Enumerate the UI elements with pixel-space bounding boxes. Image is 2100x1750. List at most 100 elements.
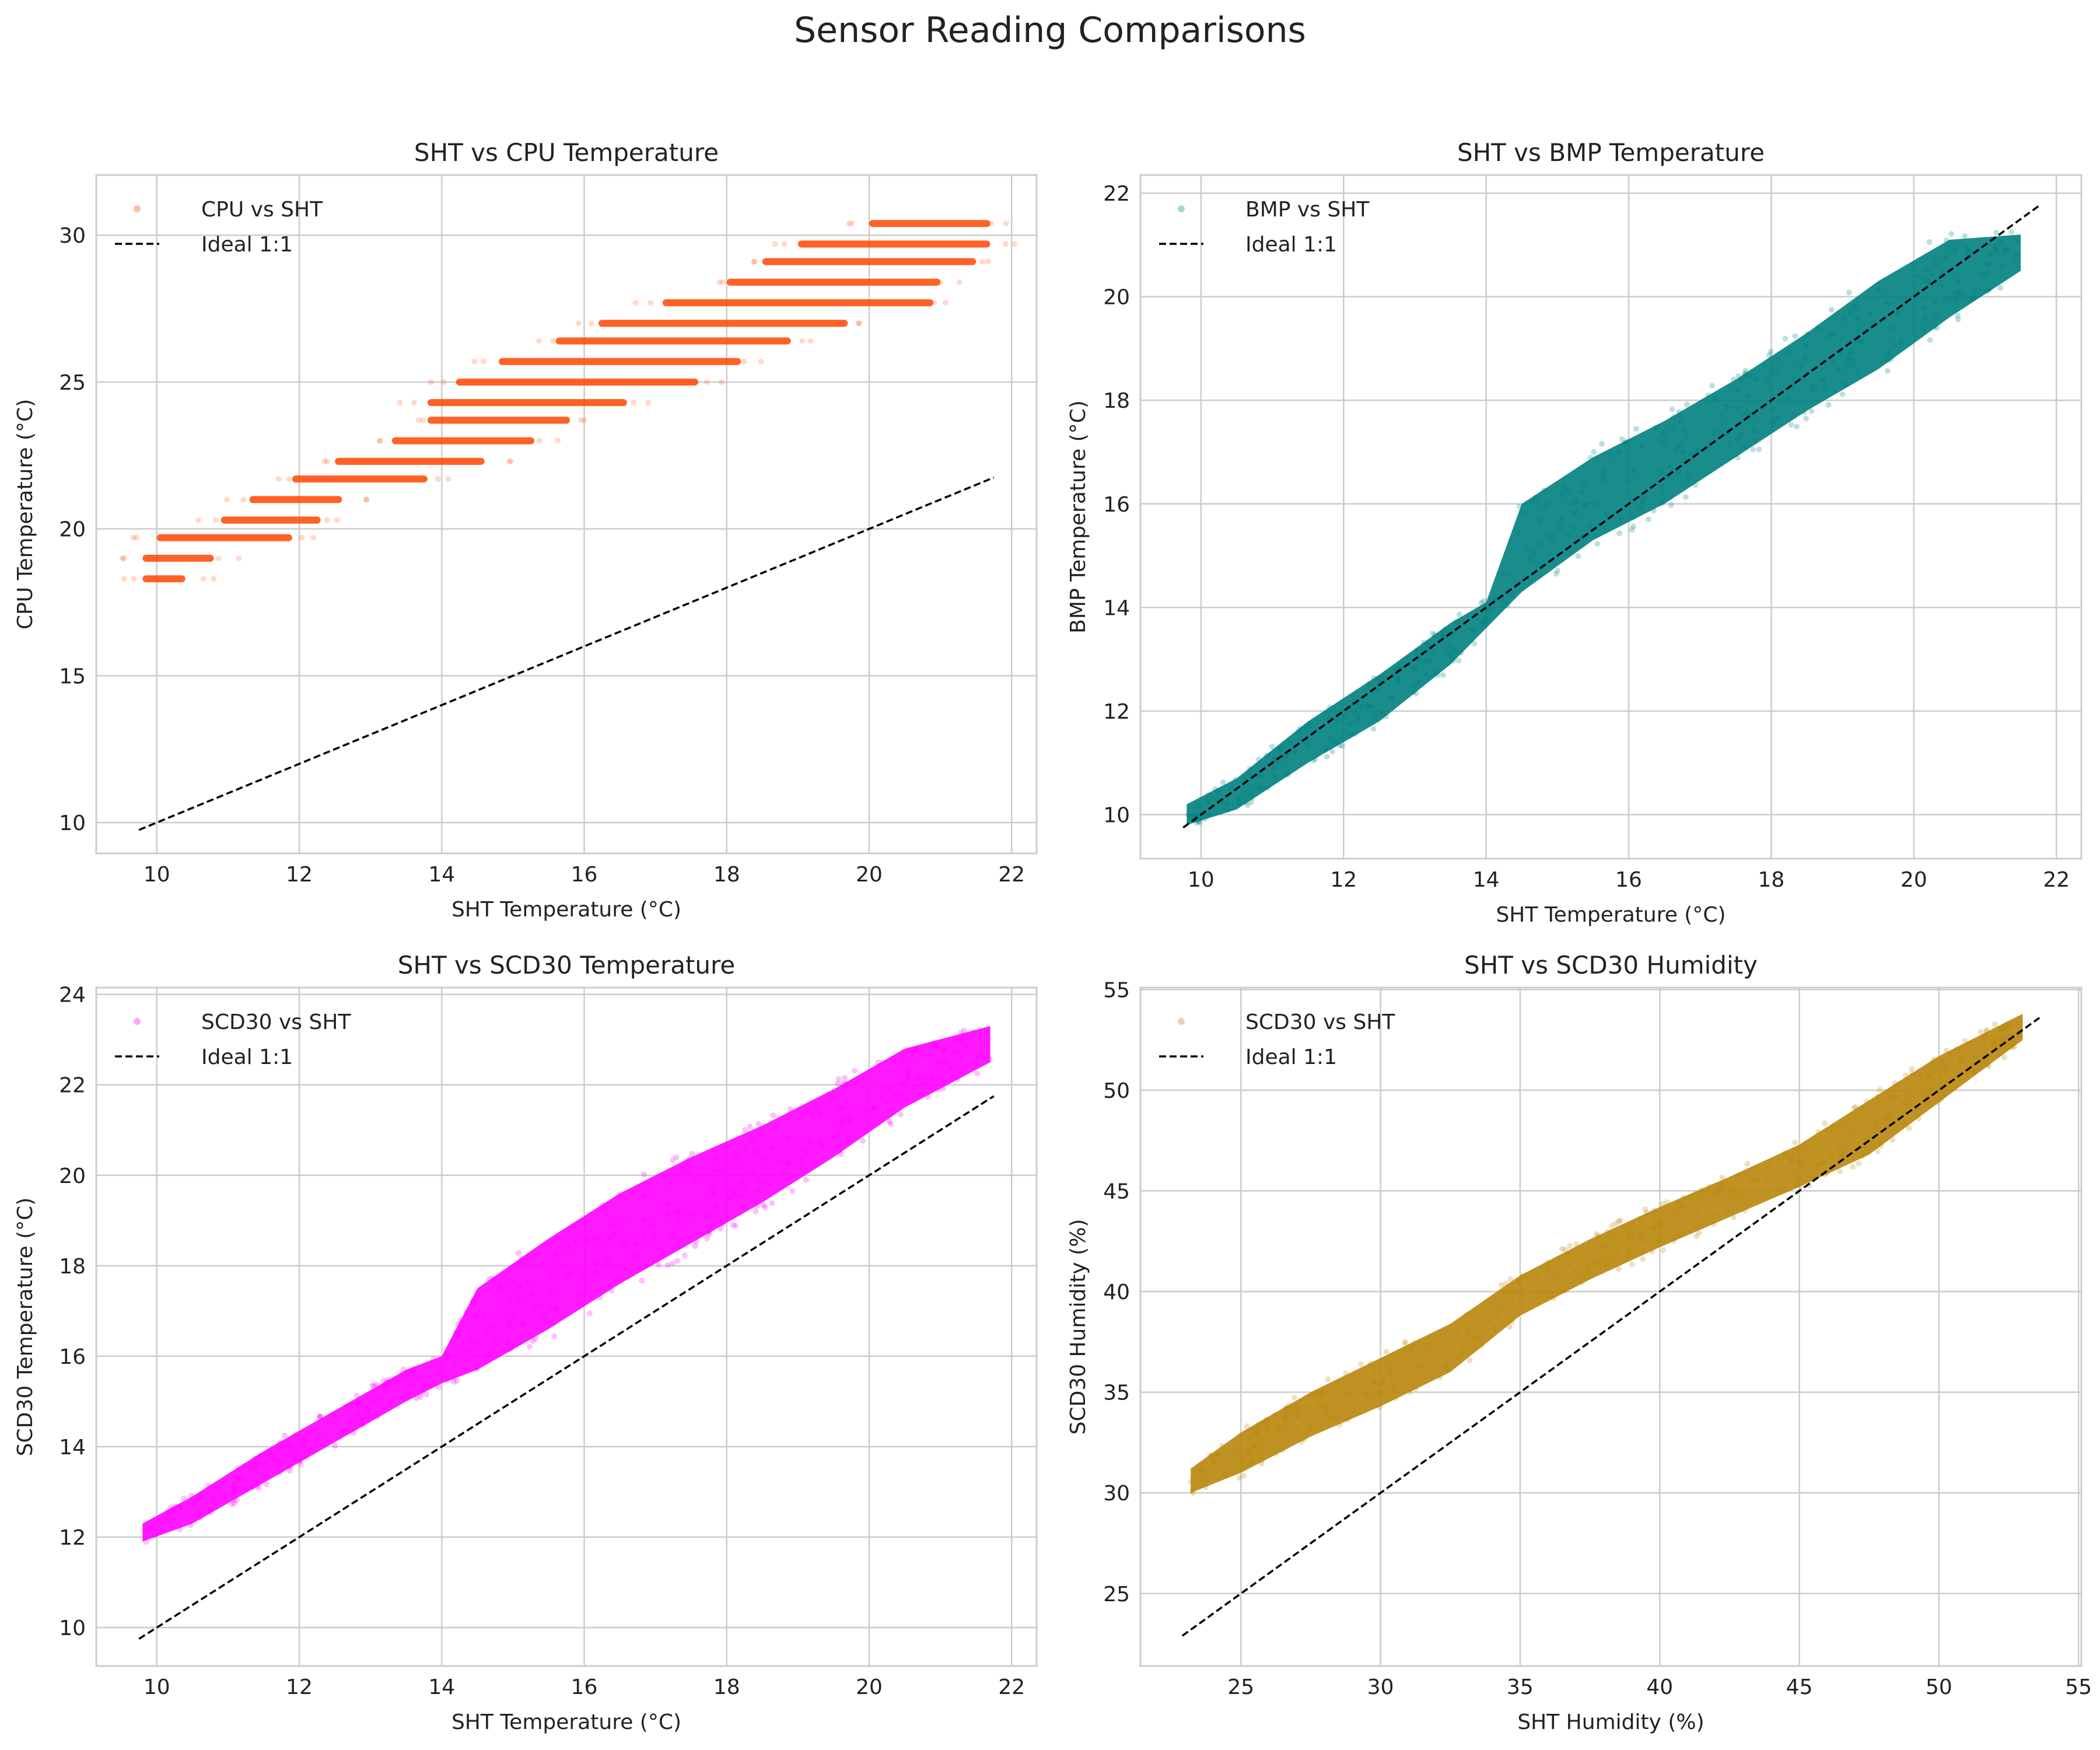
scatter-point: [1955, 316, 1961, 323]
scatter-point: [1752, 1177, 1759, 1183]
scatter-point: [1738, 377, 1745, 384]
scatter-point: [548, 1290, 554, 1297]
scatter-point: [1931, 324, 1937, 330]
scatter-point: [1295, 1425, 1301, 1432]
scatter-point: [665, 1212, 671, 1218]
scatter-point: [1366, 681, 1372, 687]
scatter-point: [611, 1231, 617, 1238]
scatter-point: [781, 241, 788, 247]
scatter-point: [1609, 1258, 1616, 1264]
scatter-point: [1306, 1421, 1312, 1427]
scatter-point: [1756, 446, 1762, 453]
scatter-point: [835, 1129, 841, 1136]
scatter-point: [1710, 430, 1717, 436]
scatter-point: [1987, 262, 1993, 268]
scatter-point: [229, 1501, 235, 1507]
scatter-point: [1664, 1199, 1670, 1205]
scatter-point: [359, 1416, 365, 1423]
scatter-point: [1258, 1438, 1264, 1444]
y-tick-label: 10: [59, 1616, 86, 1640]
scatter-point: [1345, 1391, 1351, 1398]
scatter-point: [1265, 1427, 1272, 1433]
scatter-point: [1681, 456, 1687, 462]
scatter-point: [1398, 1373, 1405, 1380]
scatter-point: [1460, 1346, 1466, 1353]
scatter-point: [1392, 1395, 1399, 1401]
scatter-point: [1194, 1466, 1200, 1472]
scatter-point: [1550, 1295, 1557, 1301]
scatter-point: [377, 438, 383, 444]
scatter-point: [1522, 545, 1529, 551]
scatter-point: [909, 1053, 915, 1059]
scatter-point: [510, 1314, 516, 1320]
scatter-point: [236, 555, 242, 562]
scatter-point: [1294, 1413, 1301, 1420]
scatter-point: [365, 1407, 371, 1413]
y-tick-label: 25: [59, 371, 86, 395]
scatter-point: [1968, 295, 1975, 302]
scatter-point: [929, 1077, 936, 1083]
scatter-point: [709, 1188, 716, 1194]
scatter-point: [1653, 1224, 1660, 1230]
scatter-point: [1929, 1060, 1936, 1066]
scatter-point: [167, 1504, 174, 1511]
scatter-point: [1615, 1266, 1622, 1272]
scatter-point: [1509, 1318, 1516, 1325]
scatter-point: [916, 1084, 922, 1090]
scatter-point: [616, 1191, 622, 1198]
scatter-point: [356, 1402, 363, 1408]
scatter-point: [1442, 1363, 1448, 1369]
scatter-point: [1750, 412, 1756, 419]
y-tick-label: 45: [1103, 1180, 1130, 1204]
scatter-point: [1244, 802, 1251, 808]
scatter-point: [1356, 702, 1362, 709]
scatter-point: [986, 1056, 993, 1062]
scatter-point: [1740, 411, 1746, 417]
scatter-point: [1620, 1241, 1627, 1247]
scatter-point: [170, 1507, 177, 1514]
scatter-point: [1293, 1405, 1300, 1411]
scatter-point: [1431, 1367, 1437, 1373]
scatter-point: [413, 1395, 419, 1401]
scatter-point: [397, 400, 403, 406]
scatter-point: [1638, 1233, 1644, 1240]
scatter-point: [565, 1245, 572, 1251]
scatter-point: [1636, 1237, 1643, 1243]
scatter-point: [1536, 540, 1543, 547]
scatter-point: [1573, 498, 1580, 504]
scatter-point: [1205, 800, 1212, 806]
scatter-point: [1779, 1185, 1785, 1191]
scatter-point: [1888, 1094, 1894, 1101]
scatter-point: [1858, 1105, 1864, 1112]
scatter-point: [536, 1303, 542, 1309]
scatter-point: [165, 1518, 172, 1524]
scatter-point: [803, 1148, 809, 1154]
scatter-point: [1629, 1261, 1635, 1268]
scatter-points: [1182, 205, 2039, 829]
scatter-point: [924, 1093, 930, 1100]
y-tick-label: 50: [1103, 1079, 1130, 1103]
scatter-point: [578, 417, 584, 424]
scatter-point: [487, 1350, 494, 1356]
scatter-point: [471, 358, 478, 365]
scatter-point: [1224, 800, 1231, 807]
scatter-point: [1358, 1361, 1364, 1367]
scatter-point: [1592, 1260, 1598, 1266]
scatter-point: [772, 241, 778, 247]
scatter-point: [2008, 229, 2015, 235]
scatter-point: [1277, 746, 1283, 752]
scatter-point: [554, 1307, 560, 1314]
scatter-point: [1506, 1324, 1513, 1330]
scatter-point: [1853, 1104, 1859, 1110]
scatter-point: [1992, 1043, 1998, 1049]
scatter-point: [1895, 309, 1902, 316]
scatter-point: [252, 1455, 258, 1461]
scatter-point: [1996, 1037, 2002, 1043]
scatter-point: [838, 1118, 845, 1124]
scatter-point: [1734, 387, 1741, 393]
scatter-point: [1854, 327, 1860, 333]
scatter-point: [856, 320, 862, 327]
scatter-point: [1564, 488, 1571, 494]
scatter-point: [474, 1340, 480, 1346]
scatter-point: [1829, 1125, 1836, 1132]
